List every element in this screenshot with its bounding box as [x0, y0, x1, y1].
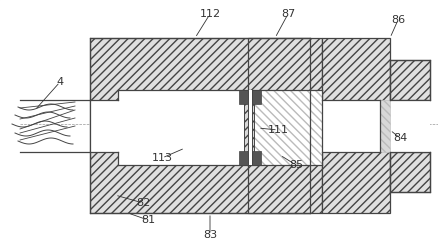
Text: 81: 81	[141, 215, 155, 225]
Bar	[248, 90, 322, 165]
Bar	[390, 152, 430, 192]
Text: 112: 112	[199, 9, 221, 19]
Text: 84: 84	[393, 133, 407, 143]
Bar	[390, 60, 430, 100]
Bar	[380, 100, 390, 152]
Bar	[322, 100, 380, 152]
Bar	[248, 90, 322, 165]
Bar	[252, 151, 261, 165]
Bar	[118, 90, 248, 165]
Bar	[239, 151, 248, 165]
Text: 82: 82	[136, 198, 150, 208]
Text: 86: 86	[391, 15, 405, 25]
Bar	[322, 38, 390, 213]
Text: 4: 4	[57, 77, 64, 87]
Bar	[244, 90, 254, 165]
Text: 85: 85	[289, 160, 303, 170]
Text: 111: 111	[268, 125, 289, 135]
Bar	[90, 100, 118, 152]
Bar	[390, 100, 430, 152]
Text: 87: 87	[281, 9, 295, 19]
Bar	[248, 38, 322, 213]
Bar	[248, 90, 252, 165]
Text: 83: 83	[203, 230, 217, 240]
Bar	[239, 90, 248, 104]
Text: 113: 113	[152, 153, 173, 163]
Bar	[252, 90, 261, 104]
Bar	[90, 38, 310, 213]
